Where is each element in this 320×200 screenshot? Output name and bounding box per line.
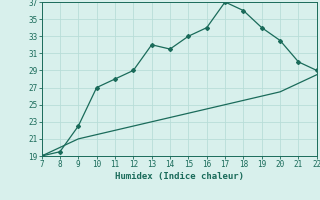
X-axis label: Humidex (Indice chaleur): Humidex (Indice chaleur) <box>115 172 244 181</box>
